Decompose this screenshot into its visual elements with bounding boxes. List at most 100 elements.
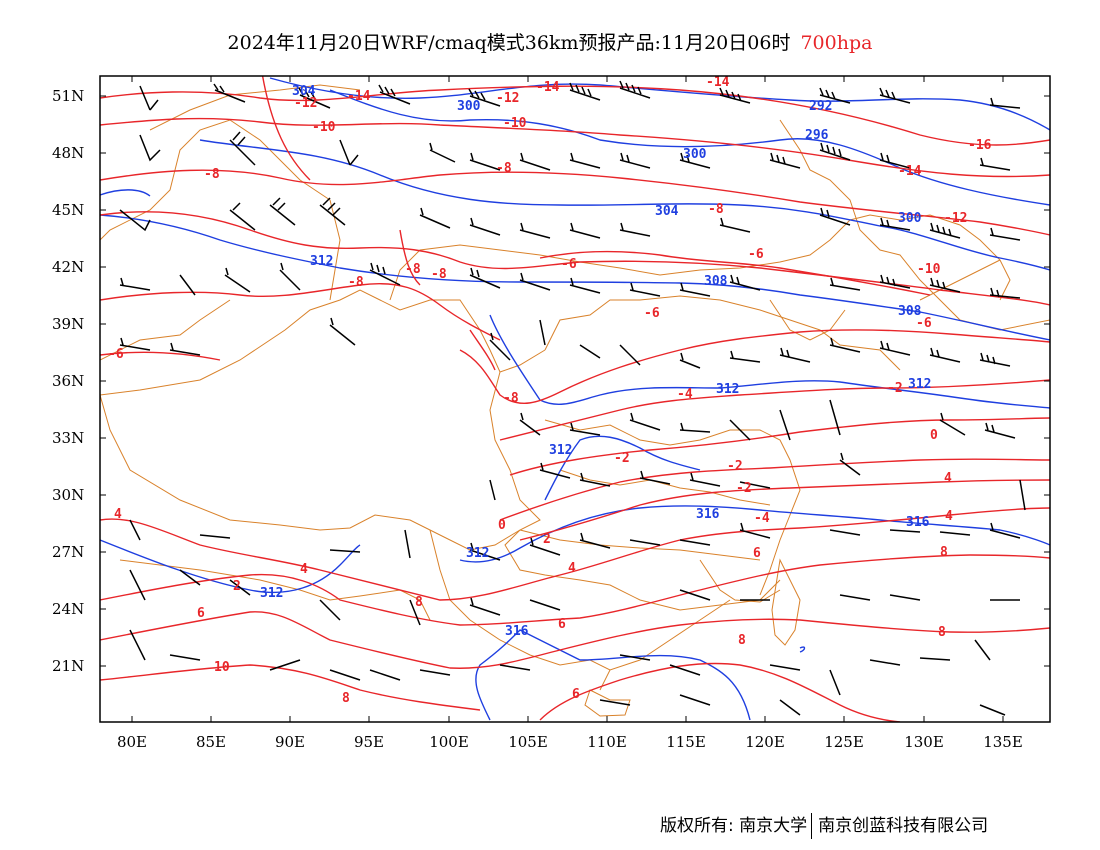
- temp-label: 2: [543, 532, 551, 547]
- footer-divider: [811, 813, 813, 839]
- copyright-footer: 版权所有: 南京大学 南京创蓝科技有限公司: [660, 811, 988, 839]
- height-label: 312: [549, 443, 572, 458]
- lon-label: 85E: [195, 733, 227, 751]
- height-label: 312: [716, 382, 739, 397]
- height-label: 316: [505, 624, 529, 639]
- temp-label: 8: [938, 625, 946, 640]
- temp-label: 10: [214, 660, 230, 675]
- temp-label: 4: [300, 562, 308, 577]
- temp-label: 4: [944, 471, 952, 486]
- temp-label: -8: [405, 262, 421, 277]
- temp-label: 0: [930, 428, 938, 443]
- temp-label: -4: [754, 511, 770, 526]
- height-label: 300: [457, 99, 481, 114]
- height-label: 304: [292, 84, 316, 99]
- temp-label: -2: [614, 451, 630, 466]
- height-label: 312: [466, 546, 489, 561]
- height-label: 296: [805, 128, 829, 143]
- lon-label: 105E: [508, 733, 548, 751]
- lat-label: 30N: [52, 486, 85, 504]
- temp-label: -10: [312, 120, 336, 135]
- axis-ticks: [100, 76, 1050, 722]
- height-label: 308: [704, 274, 728, 289]
- lat-label: 36N: [52, 372, 85, 390]
- title-level: 700hpa: [800, 32, 873, 54]
- lat-label: 48N: [52, 144, 85, 162]
- temp-label: -6: [561, 257, 577, 272]
- temp-label: 0: [498, 518, 506, 533]
- lon-label: 135E: [983, 733, 1023, 751]
- lat-label: 24N: [52, 600, 85, 618]
- wind-barbs: [119, 80, 1026, 716]
- temp-label: -12: [496, 91, 519, 106]
- company-name: 南京创蓝科技有限公司: [818, 816, 989, 836]
- temp-label: -10: [917, 262, 941, 277]
- lon-label: 100E: [429, 733, 469, 751]
- temp-label: -8: [348, 275, 364, 290]
- temp-label: -2: [887, 381, 903, 396]
- height-label: 316: [696, 507, 720, 522]
- temp-label: -8: [708, 202, 724, 217]
- lon-label: 125E: [824, 733, 864, 751]
- lon-label: 80E: [116, 733, 148, 751]
- temp-label: -8: [503, 391, 519, 406]
- lat-label: 39N: [52, 315, 85, 333]
- temp-label: 8: [738, 633, 746, 648]
- temp-label: -6: [108, 347, 124, 362]
- temp-label: -4: [677, 387, 693, 402]
- height-label: 312: [908, 377, 931, 392]
- boundary-lines: [100, 84, 1050, 717]
- temp-label: -8: [204, 167, 220, 182]
- height-label: 292: [809, 99, 832, 114]
- height-contour-labels: 304 300 292 296 300 304 300 312 308 308 …: [260, 84, 931, 639]
- lat-label: 45N: [52, 201, 85, 219]
- temp-label: -10: [503, 116, 527, 131]
- temp-label: -2: [736, 481, 752, 496]
- temp-label: -6: [748, 247, 764, 262]
- temperature-contour-labels: -12 -14 -12 -14 -14 -10 -10 -16 -8 -8 -1…: [108, 75, 992, 706]
- temp-label: 8: [415, 595, 423, 610]
- temp-label: 6: [753, 546, 761, 561]
- temp-label: -14: [536, 80, 560, 95]
- lon-label: 130E: [904, 733, 944, 751]
- temperature-contours: [100, 76, 1050, 722]
- lat-label: 42N: [52, 258, 85, 276]
- temp-label: 6: [197, 606, 205, 621]
- lon-label: 115E: [666, 733, 706, 751]
- temp-label: 6: [572, 687, 580, 702]
- height-label: 300: [683, 147, 707, 162]
- temp-label: 4: [114, 507, 122, 522]
- temp-label: 4: [945, 509, 953, 524]
- height-label: 312: [260, 586, 283, 601]
- copyright-text: 版权所有: 南京大学: [660, 816, 808, 836]
- temp-label: 8: [342, 691, 350, 706]
- lat-label: 51N: [52, 87, 85, 105]
- temp-label: 8: [940, 545, 948, 560]
- temp-label: 6: [558, 617, 566, 632]
- lat-label: 27N: [52, 543, 85, 561]
- lat-label: 21N: [52, 657, 85, 675]
- lon-label: 120E: [745, 733, 785, 751]
- height-label: 308: [898, 304, 922, 319]
- height-label: 312: [310, 254, 333, 269]
- temp-label: -12: [294, 96, 317, 111]
- temp-label: -16: [968, 138, 992, 153]
- temp-label: -12: [944, 211, 967, 226]
- temp-label: -6: [916, 316, 932, 331]
- temp-label: 2: [233, 579, 241, 594]
- temp-label: -8: [431, 267, 447, 282]
- lon-label: 95E: [353, 733, 385, 751]
- map-title: 2024年11月20日WRF/cmaq模式36km预报产品:11月20日06时 7…: [0, 28, 1100, 55]
- title-main: 2024年11月20日WRF/cmaq模式36km预报产品:11月20日06时: [227, 32, 791, 54]
- temp-label: -14: [898, 164, 922, 179]
- height-label: 316: [906, 515, 930, 530]
- temp-label: -14: [706, 75, 730, 90]
- lon-label: 90E: [274, 733, 306, 751]
- plot-frame: [99, 75, 1051, 723]
- height-label: 300: [898, 211, 922, 226]
- height-label: 304: [655, 204, 679, 219]
- temp-label: -8: [496, 161, 512, 176]
- temp-label: -6: [644, 306, 660, 321]
- temp-label: -2: [727, 459, 743, 474]
